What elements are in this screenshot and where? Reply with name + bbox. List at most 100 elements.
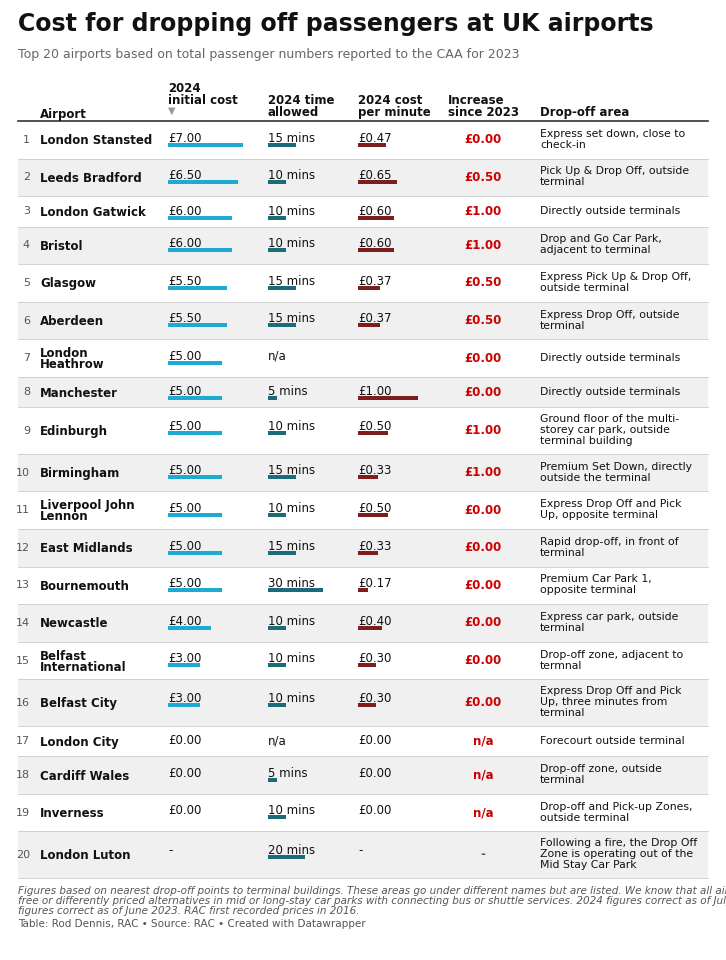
Text: outside terminal: outside terminal [540,813,629,823]
Text: 15 mins: 15 mins [268,465,315,477]
Bar [18,454,708,492]
Text: Express car park, outside: Express car park, outside [540,612,678,622]
Text: £5.00: £5.00 [168,577,201,590]
Text: £0.00: £0.00 [168,734,201,748]
Text: n/a: n/a [473,734,493,748]
Text: Following a fire, the Drop Off: Following a fire, the Drop Off [540,838,697,849]
Text: London City: London City [40,735,119,749]
Bar [268,286,295,290]
Text: £0.00: £0.00 [465,351,502,365]
Bar [168,550,221,555]
Bar [18,566,708,604]
Text: £0.00: £0.00 [465,504,502,516]
Text: Express set down, close to: Express set down, close to [540,129,685,139]
Text: Increase: Increase [448,94,505,107]
Text: Inverness: Inverness [40,807,105,820]
Text: termnal: termnal [540,660,582,671]
Bar [168,180,237,184]
Text: opposite terminal: opposite terminal [540,586,636,595]
Bar [18,158,708,196]
Text: £3.00: £3.00 [168,692,201,706]
Text: 15 mins: 15 mins [268,275,315,288]
Text: Heathrow: Heathrow [40,358,105,372]
Text: Aberdeen: Aberdeen [40,315,104,328]
Text: 18: 18 [16,770,30,780]
Text: Premium Car Park 1,: Premium Car Park 1, [540,574,652,585]
Text: terminal: terminal [540,623,585,633]
Bar [18,264,708,301]
Text: free or differently priced alternatives in mid or long-stay car parks with conne: free or differently priced alternatives … [18,896,726,906]
Text: 4: 4 [23,240,30,251]
Text: n/a: n/a [473,806,493,819]
Text: since 2023: since 2023 [448,106,519,119]
Text: Drop-off and Pick-up Zones,: Drop-off and Pick-up Zones, [540,802,693,811]
Text: Bournemouth: Bournemouth [40,580,130,593]
Bar [358,286,380,290]
Text: check-in: check-in [540,140,586,150]
Bar [358,588,368,592]
Bar [358,248,394,252]
Bar [358,324,380,327]
Bar [18,492,708,529]
Text: £4.00: £4.00 [168,614,202,628]
Text: London Luton: London Luton [40,850,131,862]
Bar [358,626,382,630]
Bar [18,529,708,566]
Text: £0.47: £0.47 [358,132,391,145]
Bar [18,377,708,407]
Text: 30 mins: 30 mins [268,577,315,590]
Text: £6.00: £6.00 [168,204,202,218]
Text: allowed: allowed [268,106,319,119]
Text: Figures based on nearest drop-off points to terminal buildings. These areas go u: Figures based on nearest drop-off points… [18,886,726,896]
Bar [358,216,394,220]
Text: 10 mins: 10 mins [268,237,315,251]
Text: £1.00: £1.00 [465,424,502,437]
Text: 17: 17 [16,736,30,746]
Text: £5.00: £5.00 [168,420,201,433]
Text: Premium Set Down, directly: Premium Set Down, directly [540,462,692,471]
Bar [268,663,286,667]
Bar [18,642,708,680]
Text: Birmingham: Birmingham [40,468,121,480]
Text: 19: 19 [16,807,30,818]
Text: £0.00: £0.00 [465,541,502,554]
Bar [18,756,708,794]
Text: £0.00: £0.00 [465,133,502,146]
Text: £0.50: £0.50 [465,171,502,184]
Text: £0.37: £0.37 [358,275,391,288]
Bar [168,396,221,400]
Text: Rapid drop-off, in front of: Rapid drop-off, in front of [540,537,679,547]
Text: 8: 8 [23,387,30,397]
Bar [18,301,708,339]
Text: £0.00: £0.00 [168,767,201,780]
Text: Directly outside terminals: Directly outside terminals [540,387,680,396]
Text: London Stansted: London Stansted [40,134,152,147]
Text: Cardiff Wales: Cardiff Wales [40,770,129,782]
Bar [18,831,708,878]
Text: £1.00: £1.00 [465,467,502,479]
Text: 6: 6 [23,316,30,325]
Text: 9: 9 [23,425,30,436]
Bar [18,604,708,642]
Text: ▼: ▼ [168,106,176,116]
Bar [358,550,378,555]
Bar [168,324,227,327]
Bar [358,475,378,479]
Text: £0.00: £0.00 [465,579,502,592]
Text: 11: 11 [16,505,30,516]
Text: 14: 14 [16,618,30,628]
Text: terminal: terminal [540,321,585,330]
Text: 2024 time: 2024 time [268,94,335,107]
Text: Liverpool John: Liverpool John [40,499,134,513]
Text: Table: Rod Dennis, RAC • Source: RAC • Created with Datawrapper: Table: Rod Dennis, RAC • Source: RAC • C… [18,919,366,929]
Text: Bristol: Bristol [40,240,83,252]
Text: £0.50: £0.50 [358,502,391,515]
Bar [358,431,388,436]
Text: £0.30: £0.30 [358,652,391,665]
Text: Drop-off zone, adjacent to: Drop-off zone, adjacent to [540,650,683,660]
Text: per minute: per minute [358,106,431,119]
Text: Drop-off area: Drop-off area [540,106,629,119]
Text: Forecourt outside terminal: Forecourt outside terminal [540,735,685,746]
Text: initial cost: initial cost [168,94,237,107]
Bar [168,361,221,365]
